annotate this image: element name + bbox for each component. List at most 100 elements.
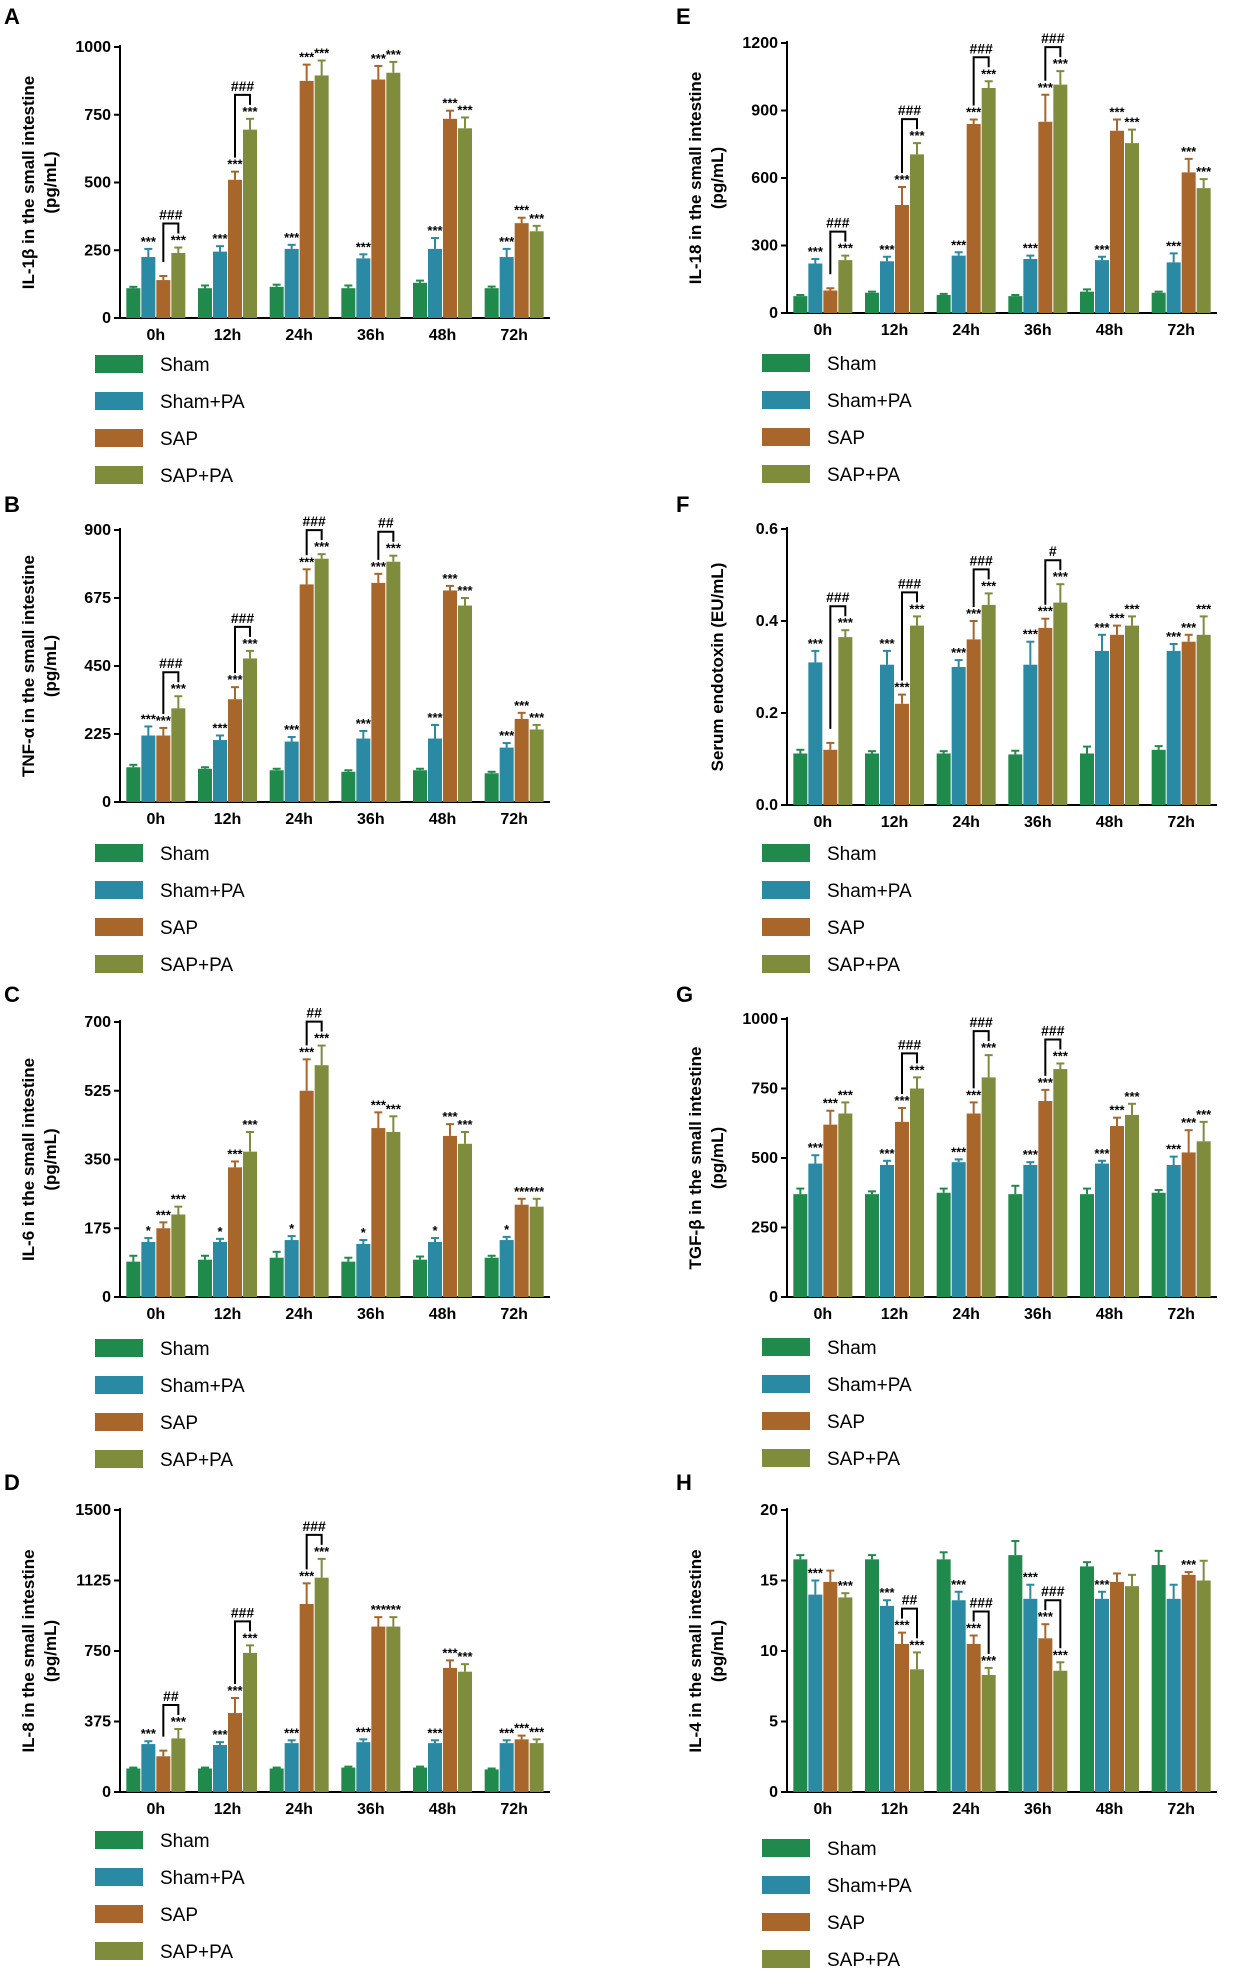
panel-g-hash-bracket xyxy=(1044,1038,1062,1076)
panel-b-bar-sap-0h xyxy=(156,735,171,802)
panel-g-bar-sap-plus-pa-0h xyxy=(838,1113,853,1297)
panel-c-bar-sham-plus-pa-24h xyxy=(284,1240,299,1297)
panel-c-sig-label: * xyxy=(361,1225,367,1240)
panel-g-letter: G xyxy=(676,982,693,1007)
panel-f-sig-label: *** xyxy=(808,636,824,651)
panel-c-bar-sham-24h xyxy=(269,1257,284,1297)
panel-c-bar-sap-plus-pa-36h xyxy=(386,1132,401,1297)
panel-f-bar-sap-plus-pa-12h xyxy=(910,625,924,805)
panel-h-bar-sham-plus-pa-12h xyxy=(880,1605,894,1792)
panel-e-legend-label: Sham+PA xyxy=(827,391,912,412)
panel-h-bar-sap-plus-pa-0h xyxy=(838,1597,853,1792)
panel-h-legend-label: SAP+PA xyxy=(827,1950,900,1971)
panel-f-sig-label: *** xyxy=(909,601,925,616)
panel-d-ylabel-line-0: IL-8 in the small intestine xyxy=(19,1549,38,1752)
panel-f-bar-sham-72h xyxy=(1151,749,1166,805)
panel-f-legend-label: Sham xyxy=(827,844,877,865)
panel-g-bar-sap-24h xyxy=(966,1113,981,1297)
panel-h-xtick-label: 36h xyxy=(1024,1801,1052,1818)
panel-a-xtick-label: 48h xyxy=(429,327,457,344)
panel-g-sig-label: *** xyxy=(1181,1115,1197,1130)
panel-d-sig-label: *** xyxy=(514,1721,530,1736)
panel-d-bar-sap-plus-pa-36h xyxy=(386,1626,401,1792)
panel-b-sig-label: *** xyxy=(457,583,473,598)
panel-e-bar-sap-12h xyxy=(895,205,909,313)
panel-e-bar-sap-24h xyxy=(966,124,981,313)
panel-b-hash-label: ### xyxy=(231,610,255,626)
panel-f-ytick-label: 0.2 xyxy=(756,705,778,722)
panel-f-hash-bracket xyxy=(1044,559,1062,605)
panel-e-ytick-label: 300 xyxy=(751,238,778,255)
panel-b-hash-label: ## xyxy=(378,515,394,531)
panel-f-sig-label: *** xyxy=(966,606,982,621)
panel-d-bar-sap-24h xyxy=(299,1604,314,1792)
panel-c-legend-label: Sham xyxy=(160,1339,210,1360)
panel-e-bar-sap-plus-pa-24h xyxy=(981,88,996,313)
panel-f-ytick-label: 0.0 xyxy=(756,797,778,814)
panel-a-sig-label: *** xyxy=(427,223,443,238)
panel-c-bar-sap-24h xyxy=(299,1090,314,1297)
panel-e-sig-label: *** xyxy=(808,244,824,259)
panel-g-legend-swatch xyxy=(762,1449,810,1467)
panel-a-bar-sham-plus-pa-12h xyxy=(213,251,227,318)
panel-c-bar-sap-0h xyxy=(156,1228,171,1297)
panel-c-sig-label: *** xyxy=(156,1207,172,1222)
panel-g-legend-label: SAP+PA xyxy=(827,1449,900,1470)
panel-h-bar-sap-24h xyxy=(966,1643,981,1792)
panel-e-legend-label: SAP xyxy=(827,428,865,449)
panel-g-sig-label: *** xyxy=(1038,1075,1054,1090)
panel-a-hash-bracket xyxy=(162,222,180,262)
panel-a-sig-label: *** xyxy=(529,211,545,226)
panel-f-xtick-label: 48h xyxy=(1096,814,1124,831)
panel-h-bar-sap-plus-pa-24h xyxy=(981,1674,996,1792)
panel-f-xtick-label: 12h xyxy=(881,814,909,831)
panel-f-bar-sap-72h xyxy=(1181,641,1196,805)
panel-f-bar-sham-plus-pa-48h xyxy=(1095,650,1109,805)
panel-c-bar-sap-plus-pa-48h xyxy=(458,1143,472,1297)
panel-h-sig-label: *** xyxy=(1023,1570,1039,1585)
panel-e-bar-sham-0h xyxy=(793,296,808,313)
panel-h-ytick-label: 5 xyxy=(769,1714,778,1731)
panel-g-ytick-label: 0 xyxy=(769,1289,778,1306)
panel-e-xtick-label: 24h xyxy=(952,322,980,339)
panel-g-ytick-label: 1000 xyxy=(742,1011,778,1028)
panel-a-bar-sham-72h xyxy=(484,288,499,318)
panel-g-bar-sham-48h xyxy=(1080,1194,1094,1297)
panel-a-xtick-label: 12h xyxy=(214,327,242,344)
panel-a-bar-sham-0h xyxy=(126,288,141,318)
panel-e-hash-label: ### xyxy=(898,102,922,118)
panel-f-hash-label: ### xyxy=(826,589,850,605)
panel-e-bar-sham-12h xyxy=(865,292,879,313)
panel-g-sig-label: *** xyxy=(951,1144,967,1159)
panel-f-sig-label: *** xyxy=(838,615,854,630)
panel-e-sig-label: *** xyxy=(981,66,997,81)
panel-f-xtick-label: 24h xyxy=(952,814,980,831)
panel-b-sig-label: *** xyxy=(499,728,515,743)
panel-f-sig-label: *** xyxy=(981,578,997,593)
panel-b-bar-sap-24h xyxy=(299,584,314,802)
panel-b-sig-label: *** xyxy=(529,710,545,725)
panel-b-bar-sap-plus-pa-12h xyxy=(243,658,257,802)
panel-h-bar-sham-24h xyxy=(936,1559,951,1792)
panel-h-sig-label: *** xyxy=(838,1578,854,1593)
panel-h-sig-label: *** xyxy=(879,1585,895,1600)
panel-a-ytick-label: 500 xyxy=(84,175,111,192)
panel-h-legend-swatch xyxy=(762,1913,810,1931)
panel-f-legend-swatch xyxy=(762,881,810,899)
panel-h-sig-label: *** xyxy=(966,1620,982,1635)
panel-g-bar-sap-48h xyxy=(1110,1126,1124,1297)
panel-b-sig-label: *** xyxy=(212,721,228,736)
panel-c-bar-sham-72h xyxy=(484,1257,499,1297)
panel-f-bar-sham-48h xyxy=(1080,753,1094,805)
panel-a-bar-sap-plus-pa-24h xyxy=(314,75,329,318)
panel-f-bar-sham-0h xyxy=(793,753,808,805)
panel-e-sig-label: *** xyxy=(1196,164,1212,179)
panel-a-xtick-label: 24h xyxy=(285,327,313,344)
panel-h-bar-sham-72h xyxy=(1151,1564,1166,1792)
panel-a-sig-label: *** xyxy=(141,234,157,249)
panel-a-hash-bracket xyxy=(234,93,251,158)
panel-a-sig-label: *** xyxy=(499,234,515,249)
panel-h-bar-sap-48h xyxy=(1110,1581,1124,1792)
panel-b-bar-sap-72h xyxy=(514,718,529,802)
panel-e-bar-sham-plus-pa-72h xyxy=(1166,262,1181,313)
